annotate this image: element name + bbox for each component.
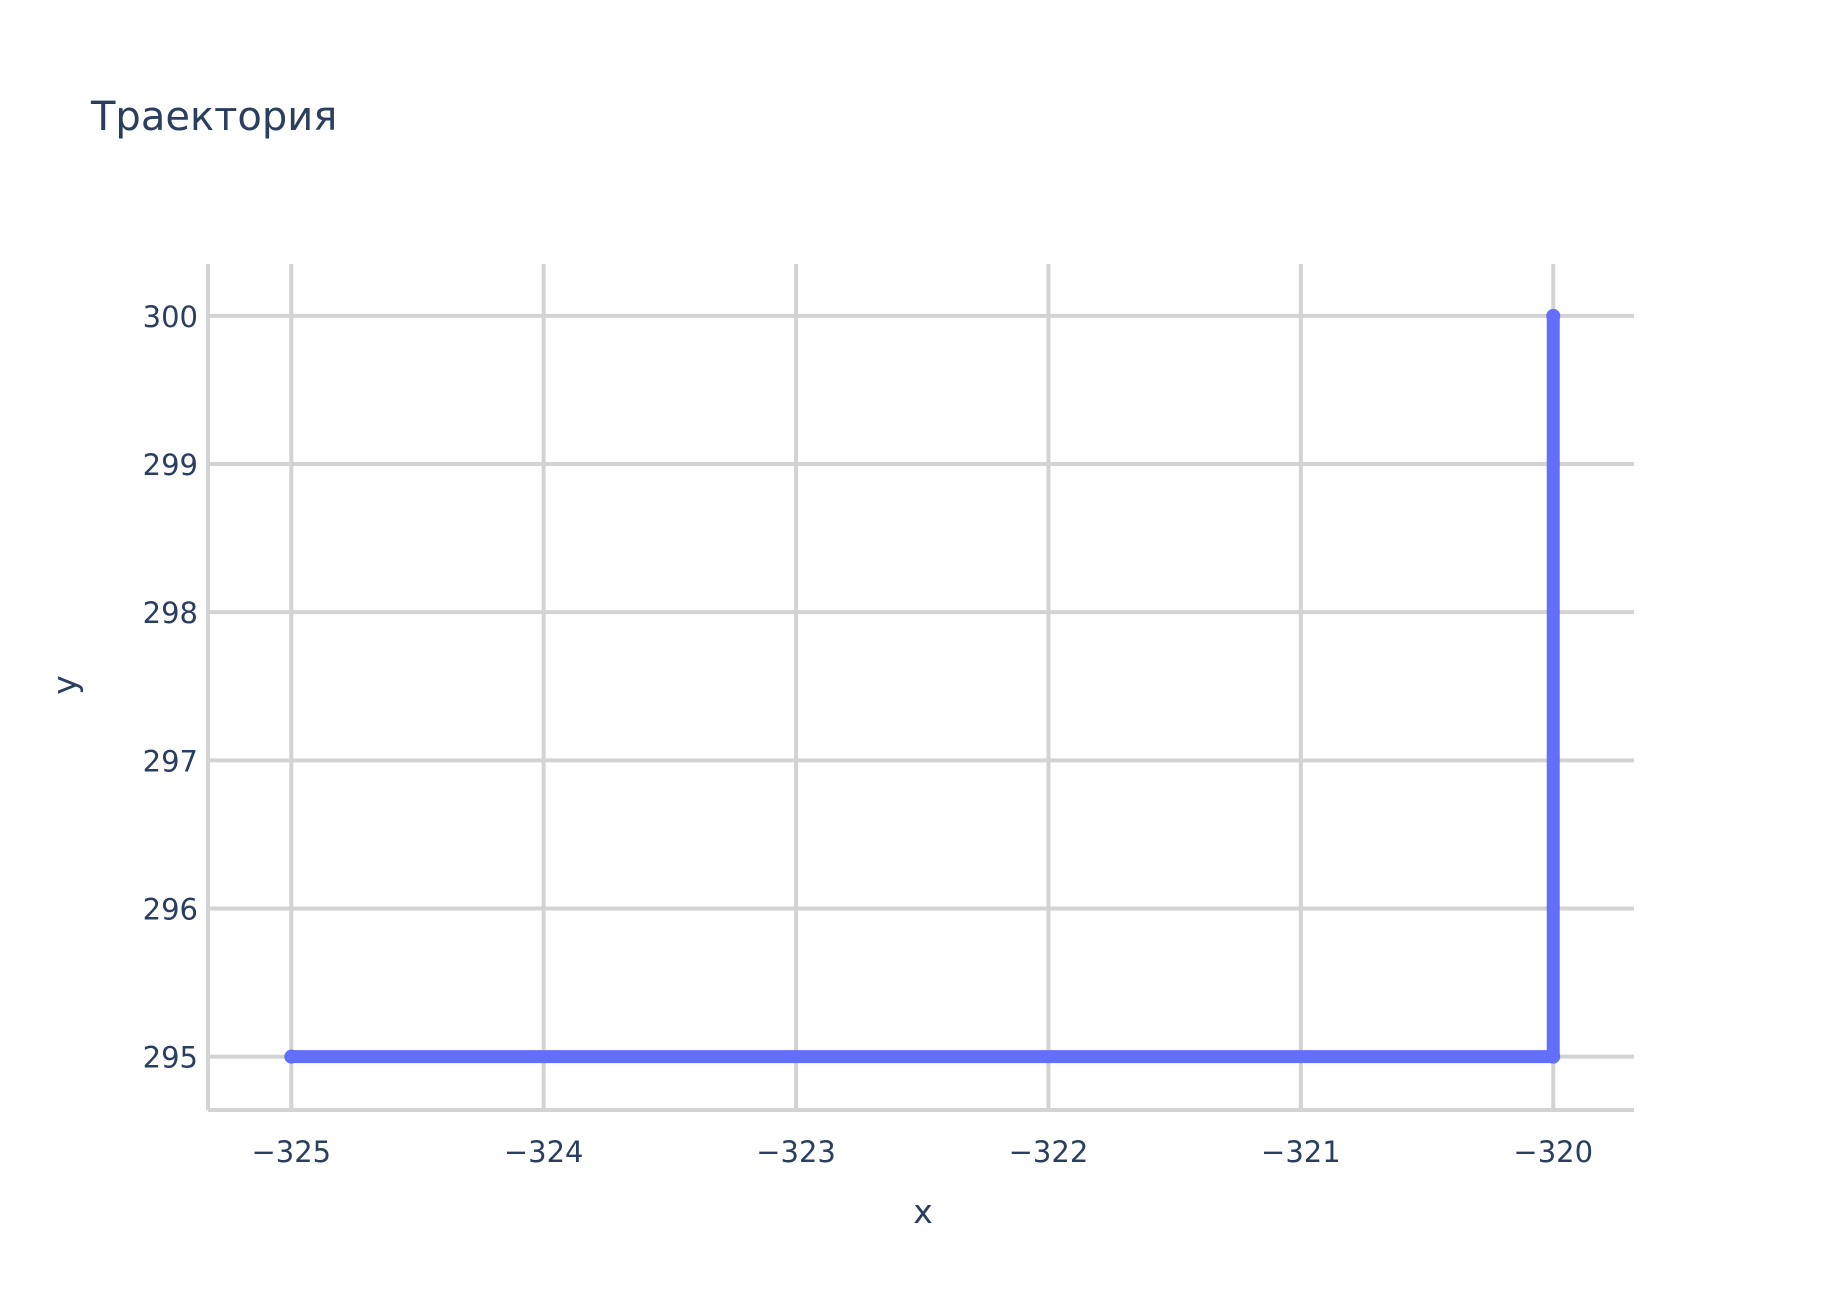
y-axis-title: y: [45, 675, 84, 695]
x-axis-title: x: [913, 1192, 933, 1231]
trajectory-point: [284, 1049, 299, 1064]
chart-title: Траектория: [90, 94, 337, 140]
trajectory-point: [1546, 1049, 1561, 1064]
x-tick-labels: −325 −324 −323 −322 −321 −320: [251, 1135, 1593, 1169]
x-tick-label: −325: [251, 1135, 331, 1169]
y-tick-label: 295: [143, 1041, 198, 1075]
x-tick-label: −323: [756, 1135, 836, 1169]
x-tick-label: −322: [1009, 1135, 1089, 1169]
x-tick-label: −321: [1261, 1135, 1341, 1169]
y-tick-label: 298: [143, 596, 198, 630]
axis-lines: [206, 264, 1634, 1112]
plot-series: [284, 308, 1561, 1064]
y-tick-labels: 295 296 297 298 299 300: [143, 300, 198, 1075]
trajectory-point: [1546, 308, 1561, 323]
y-tick-label: 296: [143, 893, 198, 927]
y-tick-label: 299: [143, 448, 198, 482]
y-tick-label: 300: [143, 300, 198, 334]
x-tick-label: −324: [504, 1135, 584, 1169]
y-tick-label: 297: [143, 744, 198, 778]
x-tick-label: −320: [1513, 1135, 1593, 1169]
